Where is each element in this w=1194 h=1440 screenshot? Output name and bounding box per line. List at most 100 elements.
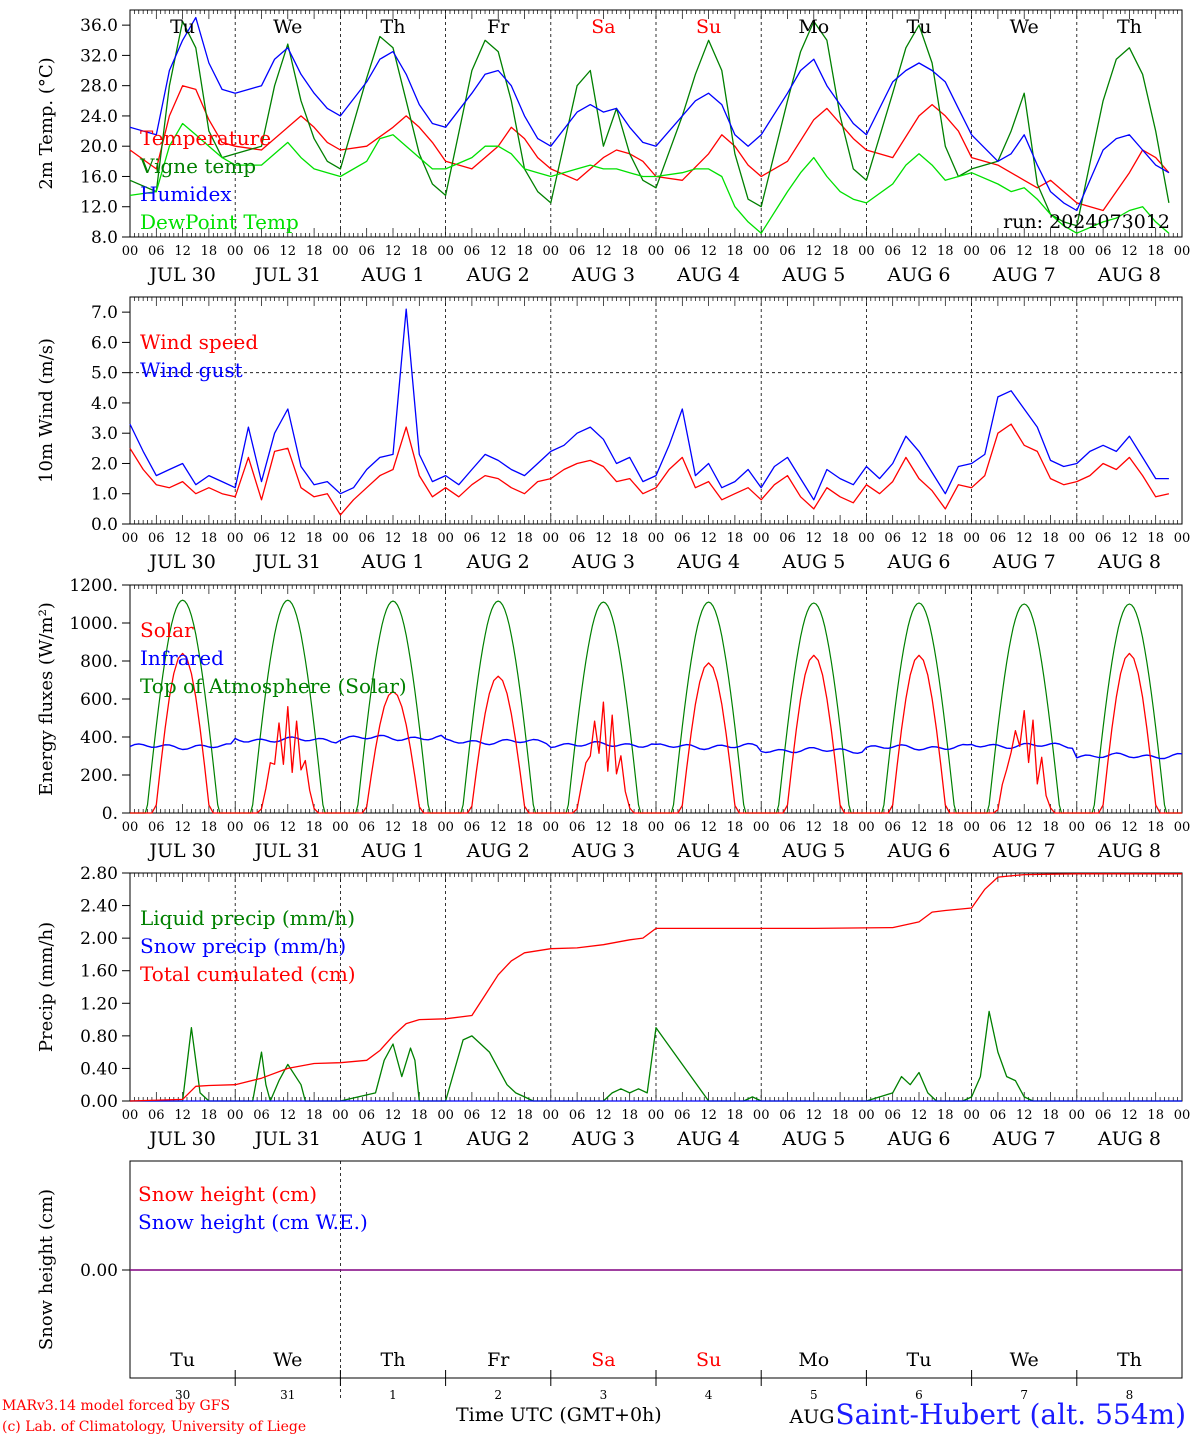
hour-tick-label: 12	[911, 1108, 928, 1123]
hour-tick-label: 18	[937, 820, 954, 835]
hour-tick-label: 06	[569, 244, 586, 259]
y-tick-label: 0.	[102, 804, 118, 824]
y-tick-label: 16.0	[80, 167, 118, 187]
hour-tick-label: 06	[358, 1108, 375, 1123]
date-label: AUG 5	[781, 551, 845, 573]
hour-tick-label: 00	[753, 820, 770, 835]
hour-tick-label: 06	[464, 820, 481, 835]
hour-tick-label: 12	[174, 820, 191, 835]
weekday-label: Tu	[170, 16, 195, 38]
hour-tick-label: 06	[884, 531, 901, 546]
y-axis-label: Snow height (cm)	[36, 1189, 57, 1350]
hour-tick-label: 18	[306, 1108, 323, 1123]
y-axis-label: Precip (mm/h)	[36, 922, 57, 1052]
hour-tick-label: 18	[621, 1108, 638, 1123]
day-number: 6	[915, 1388, 923, 1402]
hour-tick-label: 18	[727, 531, 744, 546]
hour-tick-label: 00	[227, 244, 244, 259]
hour-tick-label: 12	[700, 1108, 717, 1123]
hour-tick-label: 06	[148, 531, 165, 546]
date-label: JUL 30	[147, 840, 215, 862]
hour-tick-label: 00	[648, 820, 665, 835]
hour-tick-label: 00	[543, 244, 560, 259]
hour-tick-label: 12	[1121, 531, 1138, 546]
hour-tick-label: 18	[1147, 820, 1164, 835]
hour-tick-label: 12	[1016, 531, 1033, 546]
hour-tick-label: 12	[1121, 1108, 1138, 1123]
hour-tick-label: 12	[490, 244, 507, 259]
hour-tick-label: 12	[385, 1108, 402, 1123]
date-label: AUG 5	[781, 840, 845, 862]
hour-tick-label: 00	[1069, 820, 1086, 835]
hour-tick-label: 06	[253, 1108, 270, 1123]
hour-tick-label: 06	[990, 820, 1007, 835]
hour-tick-label: 00	[753, 244, 770, 259]
hour-tick-label: 18	[621, 531, 638, 546]
hour-tick-label: 18	[621, 244, 638, 259]
hour-tick-label: 00	[858, 531, 875, 546]
y-axis-label: 10m Wind (m/s)	[36, 338, 57, 483]
date-label: AUG 3	[571, 1128, 635, 1150]
date-label: AUG 2	[466, 551, 530, 573]
hour-tick-label: 00	[543, 1108, 560, 1123]
hour-tick-label: 18	[411, 244, 428, 259]
weekday-label: Fr	[487, 16, 510, 38]
hour-tick-label: 06	[674, 1108, 691, 1123]
day-number: 8	[1126, 1388, 1134, 1402]
y-tick-label: 2.0	[91, 454, 118, 474]
axis-overlap-text: AUG	[789, 1406, 835, 1428]
hour-tick-label: 18	[1147, 1108, 1164, 1123]
hour-tick-label: 06	[148, 820, 165, 835]
date-label: AUG 8	[1097, 840, 1161, 862]
hour-tick-label: 12	[1016, 820, 1033, 835]
hour-tick-label: 12	[595, 820, 612, 835]
hour-tick-label: 06	[1095, 531, 1112, 546]
hour-tick-label: 00	[858, 820, 875, 835]
hour-tick-label: 06	[779, 1108, 796, 1123]
model-credit: MARv3.14 model forced by GFS	[2, 1398, 231, 1414]
hour-tick-label: 18	[516, 1108, 533, 1123]
day-number: 2	[494, 1388, 502, 1402]
hour-tick-label: 18	[1147, 531, 1164, 546]
series-line-temperature	[129, 85, 1170, 212]
weekday-label: Th	[381, 1349, 406, 1371]
legend-entry: Total cumulated (cm)	[140, 962, 356, 986]
weekday-label: Su	[696, 16, 721, 38]
hour-tick-label: 12	[1016, 1108, 1033, 1123]
date-label: AUG 8	[1097, 551, 1161, 573]
y-tick-label: 8.0	[91, 228, 118, 248]
hour-tick-label: 18	[727, 820, 744, 835]
hour-tick-label: 18	[201, 820, 218, 835]
hour-tick-label: 06	[358, 820, 375, 835]
series-line-wind-gust	[129, 308, 1169, 501]
legend-entry: Humidex	[140, 182, 232, 206]
hour-tick-label: 18	[516, 244, 533, 259]
day-number: 7	[1020, 1388, 1028, 1402]
hour-tick-label: 12	[490, 531, 507, 546]
weekday-label: We	[273, 16, 302, 38]
legend-entry: Wind speed	[140, 330, 258, 354]
hour-tick-label: 12	[806, 820, 823, 835]
weekday-label: Sa	[591, 1349, 615, 1371]
y-axis-label: 2m Temp. (°C)	[36, 57, 57, 189]
hour-tick-label: 00	[1174, 1108, 1191, 1123]
hour-tick-label: 18	[1042, 820, 1059, 835]
date-label: AUG 1	[360, 840, 424, 862]
y-tick-label: 0.00	[80, 1092, 118, 1112]
date-label: JUL 30	[147, 551, 215, 573]
hour-tick-label: 18	[832, 244, 849, 259]
hour-tick-label: 12	[595, 531, 612, 546]
hour-tick-label: 18	[832, 1108, 849, 1123]
series-line-humidex	[129, 16, 1170, 212]
date-label: AUG 4	[676, 1128, 740, 1150]
hour-tick-label: 12	[490, 820, 507, 835]
y-tick-label: 7.0	[91, 303, 118, 323]
hour-tick-label: 06	[674, 531, 691, 546]
y-tick-label: 32.0	[80, 46, 118, 66]
hour-tick-label: 00	[1069, 531, 1086, 546]
day-number: 3	[600, 1388, 608, 1402]
weekday-label: We	[1010, 16, 1039, 38]
date-label: JUL 30	[147, 1128, 215, 1150]
y-tick-label: 1.60	[80, 962, 118, 982]
hour-tick-label: 00	[963, 244, 980, 259]
